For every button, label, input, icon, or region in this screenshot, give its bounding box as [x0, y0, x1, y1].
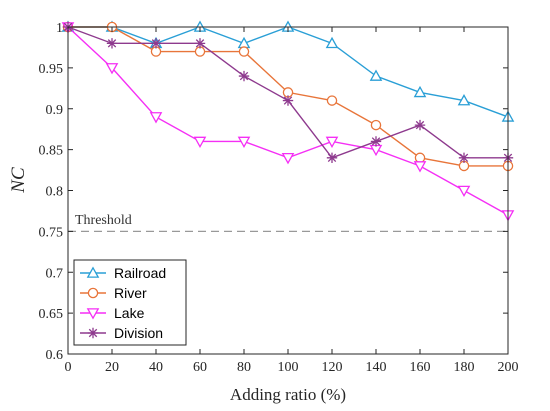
x-tick-label: 100: [278, 360, 299, 375]
data-point-division: [106, 38, 118, 49]
data-point-lake: [193, 136, 207, 148]
data-point-lake: [281, 152, 295, 165]
legend-item-railroad: Railroad: [80, 265, 166, 281]
y-tick-label: 0.85: [39, 144, 64, 159]
data-point-railroad: [237, 36, 251, 49]
y-tick-label: 0.8: [46, 185, 64, 200]
data-point-division: [238, 70, 250, 82]
x-tick-label: 140: [366, 360, 387, 375]
data-point-lake: [369, 144, 383, 157]
legend-label-railroad: Railroad: [114, 265, 166, 281]
x-tick-label: 60: [193, 360, 207, 375]
y-axis-label: NC: [8, 167, 29, 194]
x-tick-label: 120: [322, 360, 343, 375]
legend-label-lake: Lake: [114, 305, 145, 321]
x-tick-label: 180: [454, 360, 475, 375]
y-tick-label: 0.6: [46, 348, 64, 363]
legend-item-river: River: [80, 285, 147, 301]
legend-marker-river: [87, 287, 99, 299]
data-point-lake: [237, 136, 251, 148]
data-point-railroad: [413, 85, 427, 98]
data-point-division: [414, 119, 426, 131]
y-tick-label: 0.9: [46, 103, 64, 118]
data-point-lake: [325, 136, 339, 148]
data-point-division: [282, 95, 294, 106]
data-point-river: [370, 119, 382, 131]
y-tick-label: 0.75: [39, 225, 64, 240]
legend-label-division: Division: [114, 325, 163, 341]
legend: Railroad River Lake Division: [73, 259, 187, 346]
legend-marker-division: [87, 327, 99, 339]
data-point-river: [326, 95, 338, 106]
data-point-lake: [413, 161, 427, 173]
x-tick-label: 200: [498, 360, 519, 375]
y-tick-label: 1: [56, 21, 63, 36]
data-point-division: [194, 38, 206, 49]
data-point-division: [370, 136, 382, 147]
data-point-lake: [149, 112, 163, 124]
series-line-lake: [67, 26, 509, 216]
legend-marker-lake: [86, 308, 100, 320]
data-point-railroad: [457, 94, 471, 106]
data-point-river: [238, 46, 250, 57]
y-tick-label: 0.7: [46, 266, 64, 281]
x-tick-label: 0: [65, 360, 72, 375]
legend-item-division: Division: [80, 325, 163, 341]
data-point-lake: [105, 63, 119, 75]
data-point-division: [150, 38, 162, 49]
legend-label-river: River: [114, 285, 147, 301]
series-lake: [61, 22, 515, 222]
data-point-railroad: [369, 69, 383, 81]
x-tick-label: 160: [410, 360, 431, 375]
y-tick-label: 0.95: [39, 62, 64, 77]
x-tick-label: 80: [237, 360, 251, 375]
data-point-river: [414, 152, 426, 164]
data-point-division: [458, 152, 470, 163]
x-axis-label: Adding ratio (%): [230, 385, 346, 404]
data-point-lake: [457, 185, 471, 198]
legend-item-lake: Lake: [80, 305, 145, 321]
x-tick-label: 40: [149, 360, 163, 375]
x-tick-label: 20: [105, 360, 119, 375]
data-point-railroad: [325, 36, 339, 49]
legend-marker-railroad: [86, 266, 100, 278]
data-point-division: [326, 152, 338, 163]
y-tick-label: 0.65: [39, 307, 64, 322]
threshold-label: Threshold: [75, 213, 132, 228]
